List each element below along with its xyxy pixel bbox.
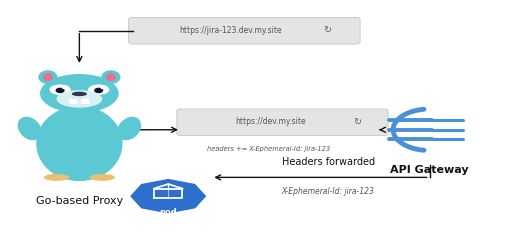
Ellipse shape [38,70,58,84]
Ellipse shape [49,84,71,95]
Ellipse shape [44,174,69,181]
Ellipse shape [62,88,65,89]
Ellipse shape [101,70,121,84]
FancyBboxPatch shape [69,99,78,104]
Ellipse shape [72,92,87,96]
Ellipse shape [43,73,53,81]
Text: headers += X-Ephemeral-Id: jira-123: headers += X-Ephemeral-Id: jira-123 [207,146,330,152]
Text: ↻: ↻ [323,25,331,35]
Ellipse shape [101,88,104,89]
Ellipse shape [88,84,109,95]
Ellipse shape [94,88,103,93]
Text: https://dev.my.site: https://dev.my.site [235,117,305,126]
Ellipse shape [18,117,42,140]
Text: https://jira-123.dev.my.site: https://jira-123.dev.my.site [180,26,282,35]
Ellipse shape [56,90,102,108]
Text: X-Ephemeral-Id: jira-123: X-Ephemeral-Id: jira-123 [281,187,375,196]
Ellipse shape [55,88,65,93]
FancyBboxPatch shape [81,99,90,104]
Ellipse shape [36,106,123,181]
Polygon shape [130,179,206,213]
FancyBboxPatch shape [177,109,388,136]
Text: Headers forwarded: Headers forwarded [281,157,375,167]
Text: Go-based Proxy: Go-based Proxy [36,196,123,206]
Ellipse shape [40,74,119,113]
Text: pod: pod [159,208,177,217]
Ellipse shape [90,174,115,181]
Ellipse shape [117,117,141,140]
Text: ↻: ↻ [353,117,361,127]
Text: API Gateway: API Gateway [390,165,469,175]
FancyBboxPatch shape [129,17,360,44]
Ellipse shape [106,73,116,81]
